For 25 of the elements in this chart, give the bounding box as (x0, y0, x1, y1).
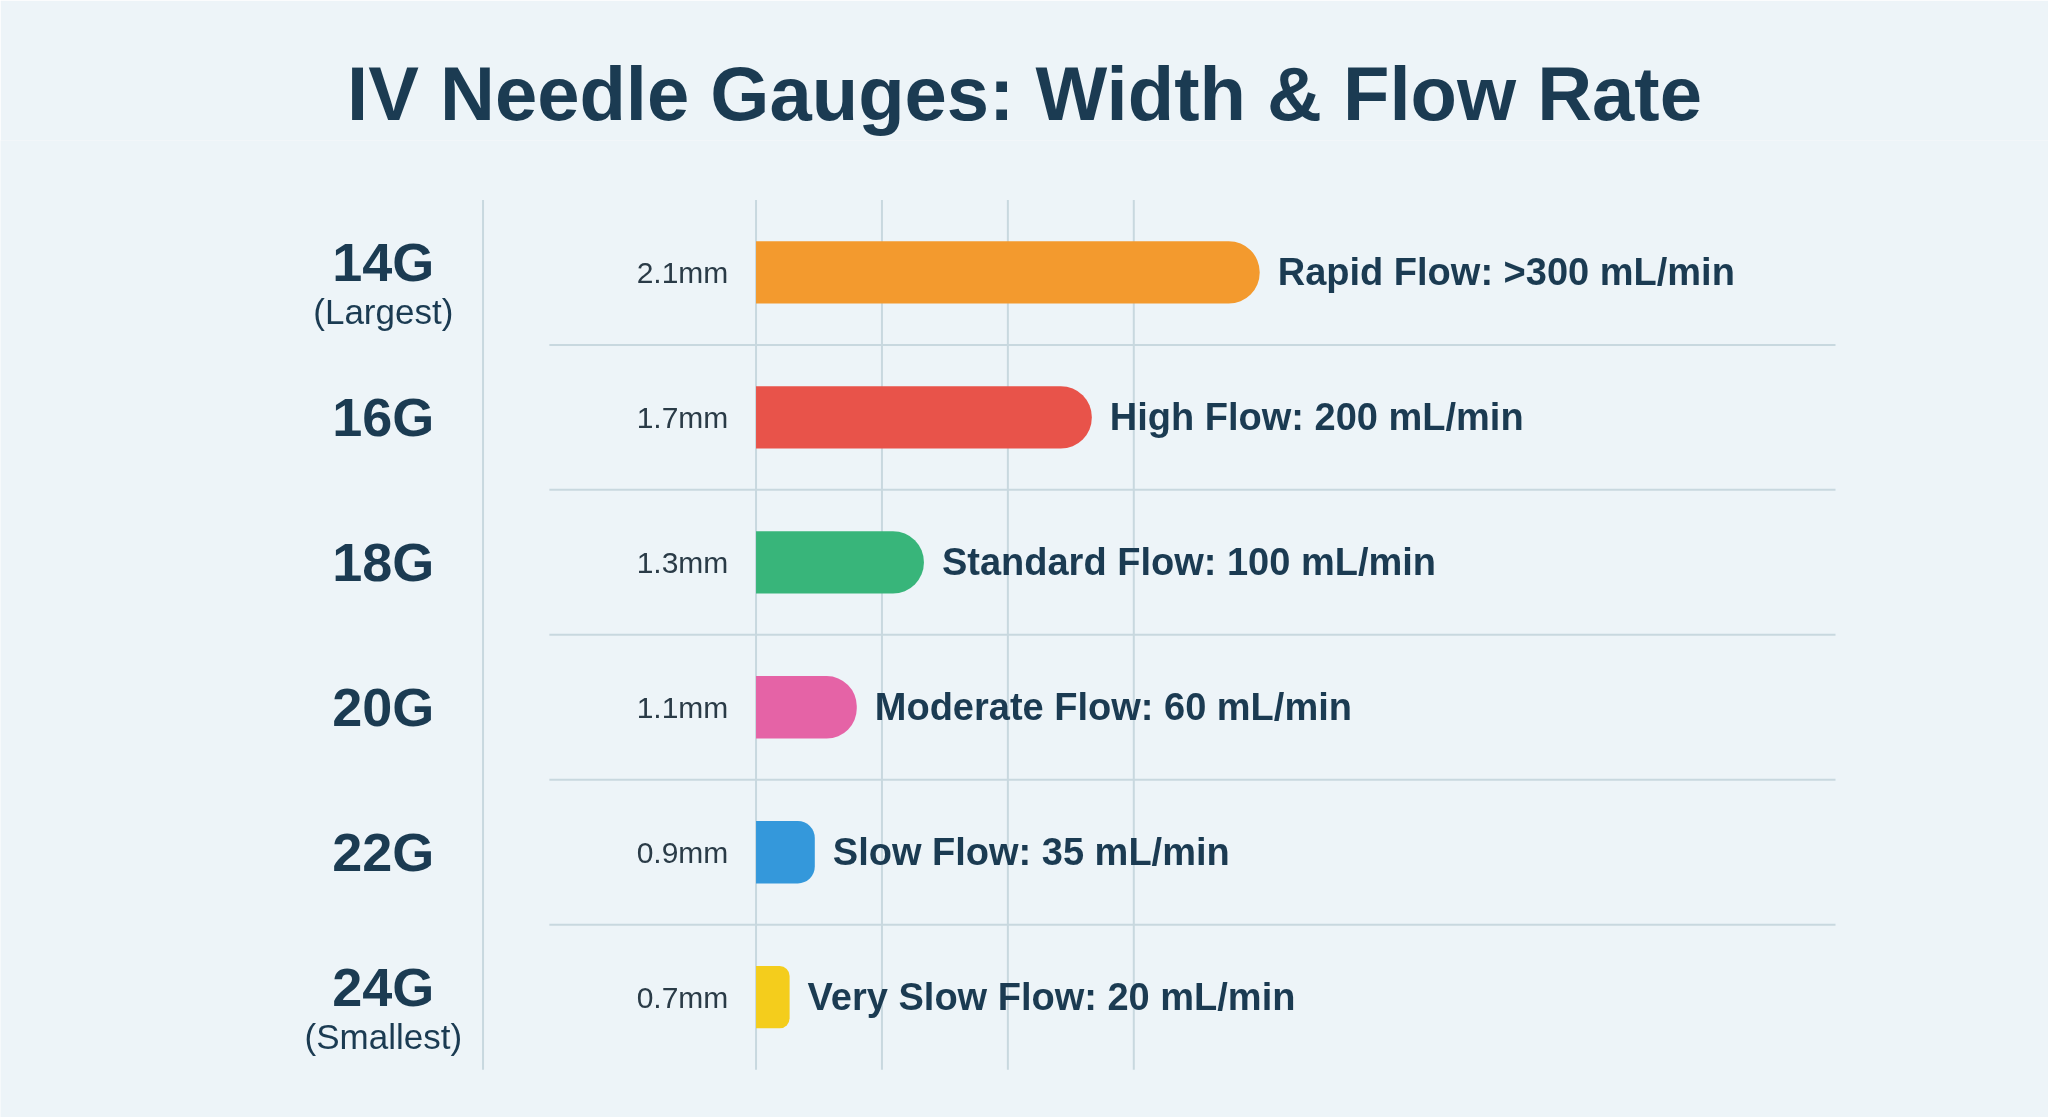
y2-tick-label: 0.7mm (636, 980, 729, 1014)
y-tick-label: 24G (Smallest) (304, 957, 463, 1056)
y-tick-label: 16G (332, 387, 435, 448)
y2-tick-label: 1.3mm (636, 545, 729, 579)
data-label: High Flow: 200 mL/min (1109, 396, 1524, 439)
bar (756, 386, 1092, 449)
bar (756, 966, 790, 1029)
y2-tick-label: 1.1mm (636, 690, 729, 724)
y-tick-label: 14G (Largest) (313, 232, 454, 332)
data-label: Standard Flow: 100 mL/min (941, 541, 1437, 584)
data-label: Slow Flow: 35 mL/min (832, 831, 1230, 874)
bar (756, 821, 815, 884)
y-tick-label: 18G (332, 532, 435, 593)
bar (756, 531, 924, 594)
data-label: Moderate Flow: 60 mL/min (874, 686, 1352, 729)
bar (756, 676, 857, 739)
bar (756, 241, 1260, 304)
y2-tick-label: 0.9mm (636, 835, 729, 869)
y-tick-label: 20G (332, 677, 435, 738)
y2-tick-label: 2.1mm (636, 255, 729, 289)
y2-tick-label: 1.7mm (636, 400, 729, 434)
data-label: Rapid Flow: >300 mL/min (1277, 251, 1735, 294)
chart-title: IV Needle Gauges: Width & Flow Rate (347, 50, 1702, 136)
y-tick-label: 22G (332, 822, 435, 883)
data-label: Very Slow Flow: 20 mL/min (807, 976, 1296, 1019)
